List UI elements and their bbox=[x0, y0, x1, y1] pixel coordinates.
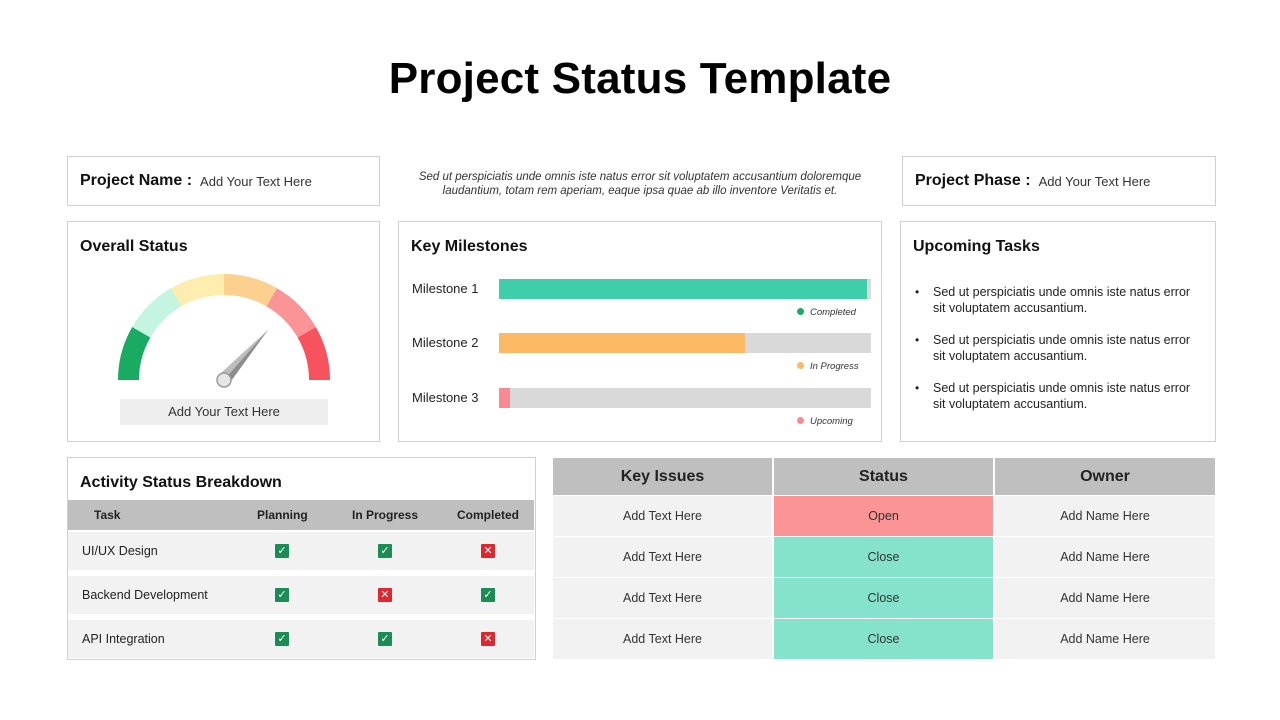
milestone-track bbox=[499, 333, 871, 353]
project-phase-label: Project Phase : bbox=[915, 172, 1031, 189]
check-icon[interactable]: ✓ bbox=[378, 544, 392, 558]
gauge-needle-highlight bbox=[219, 330, 268, 380]
issue-status-cell[interactable]: Open bbox=[774, 496, 993, 536]
cross-icon[interactable]: ✕ bbox=[481, 544, 495, 558]
issue-owner-cell[interactable]: Add Name Here bbox=[995, 496, 1215, 536]
upcoming-tasks-title: Upcoming Tasks bbox=[913, 238, 1040, 255]
check-icon[interactable]: ✓ bbox=[378, 632, 392, 646]
cross-icon[interactable]: ✕ bbox=[378, 588, 392, 602]
project-name-box: Project Name : Add Your Text Here bbox=[67, 156, 380, 206]
activity-breakdown-card: Activity Status Breakdown Task Planning … bbox=[67, 457, 536, 660]
status-dot-icon bbox=[797, 362, 804, 369]
milestone-row: Milestone 3 Upcoming bbox=[399, 388, 881, 427]
activity-task-name: API Integration bbox=[82, 632, 165, 646]
col-key-issues: Key Issues bbox=[553, 458, 772, 495]
milestone-label: Milestone 2 bbox=[412, 335, 479, 350]
milestone-progress-bar bbox=[499, 333, 745, 353]
milestone-progress-bar bbox=[499, 279, 868, 299]
project-phase-box: Project Phase : Add Your Text Here bbox=[902, 156, 1216, 206]
milestone-track bbox=[499, 388, 871, 408]
milestone-progress-bar bbox=[499, 388, 511, 408]
issue-owner-cell[interactable]: Add Name Here bbox=[995, 537, 1215, 577]
issue-owner-cell[interactable]: Add Name Here bbox=[995, 619, 1215, 659]
col-status: Status bbox=[774, 458, 993, 495]
project-phase-value[interactable]: Add Your Text Here bbox=[1038, 173, 1151, 189]
project-name-value[interactable]: Add Your Text Here bbox=[200, 173, 312, 189]
check-icon[interactable]: ✓ bbox=[275, 632, 289, 646]
overall-status-card: Overall Status Add Your Text Here bbox=[67, 221, 380, 442]
col-in-progress: In Progress bbox=[352, 508, 419, 522]
gauge-segment bbox=[118, 327, 151, 380]
gauge-segment bbox=[266, 288, 316, 338]
milestone-status-text: In Progress bbox=[810, 361, 859, 372]
check-icon[interactable]: ✓ bbox=[275, 588, 289, 602]
project-name-label: Project Name : bbox=[80, 172, 193, 189]
milestone-label: Milestone 3 bbox=[412, 390, 479, 405]
milestone-status-text: Completed bbox=[810, 307, 856, 318]
milestone-status-legend: In Progress bbox=[797, 361, 859, 372]
issue-status-cell[interactable]: Close bbox=[774, 578, 993, 618]
col-planning: Planning bbox=[257, 508, 308, 522]
cross-icon[interactable]: ✕ bbox=[481, 632, 495, 646]
activity-row: Backend Development ✓ ✕ ✓ bbox=[68, 576, 534, 614]
milestone-row: Milestone 1 Completed bbox=[399, 279, 881, 318]
gauge-segment bbox=[224, 274, 277, 307]
task-item: Sed ut perspiciatis unde omnis iste natu… bbox=[915, 380, 1200, 412]
gauge-hub bbox=[216, 372, 232, 388]
key-milestones-title: Key Milestones bbox=[411, 238, 528, 255]
activity-row: UI/UX Design ✓ ✓ ✕ bbox=[68, 532, 534, 570]
check-icon[interactable]: ✓ bbox=[275, 544, 289, 558]
milestone-status-legend: Upcoming bbox=[797, 416, 853, 427]
intro-text: Sed ut perspiciatis unde omnis iste natu… bbox=[418, 171, 862, 197]
issue-status-cell[interactable]: Close bbox=[774, 619, 993, 659]
activity-row: API Integration ✓ ✓ ✕ bbox=[68, 620, 534, 658]
page-title: Project Status Template bbox=[388, 54, 892, 103]
status-gauge bbox=[118, 274, 330, 388]
gauge-caption[interactable]: Add Your Text Here bbox=[120, 399, 328, 425]
issue-cell[interactable]: Add Text Here bbox=[553, 619, 772, 659]
col-task: Task bbox=[94, 508, 121, 522]
check-icon[interactable]: ✓ bbox=[481, 588, 495, 602]
milestone-label: Milestone 1 bbox=[412, 281, 479, 296]
gauge-segment bbox=[297, 327, 330, 380]
issue-status-cell[interactable]: Close bbox=[774, 537, 993, 577]
milestone-status-legend: Completed bbox=[797, 307, 856, 318]
task-item: Sed ut perspiciatis unde omnis iste natu… bbox=[915, 284, 1200, 316]
issue-cell[interactable]: Add Text Here bbox=[553, 578, 772, 618]
overall-status-title: Overall Status bbox=[80, 238, 188, 255]
col-completed: Completed bbox=[457, 508, 520, 522]
issue-cell[interactable]: Add Text Here bbox=[553, 537, 772, 577]
milestone-status-text: Upcoming bbox=[810, 416, 853, 427]
activity-task-name: UI/UX Design bbox=[82, 544, 158, 558]
gauge-segment bbox=[132, 288, 182, 338]
issue-cell[interactable]: Add Text Here bbox=[553, 496, 772, 536]
key-milestones-card: Key Milestones Milestone 1 Completed Miles… bbox=[398, 221, 882, 442]
status-dot-icon bbox=[797, 308, 804, 315]
key-issues-header: Key Issues Status Owner bbox=[553, 458, 1215, 495]
activity-table-header: Task Planning In Progress Completed bbox=[68, 500, 534, 530]
upcoming-tasks-card: Upcoming Tasks Sed ut perspiciatis unde … bbox=[900, 221, 1216, 442]
status-dot-icon bbox=[797, 417, 804, 424]
activity-task-name: Backend Development bbox=[82, 588, 208, 602]
task-item: Sed ut perspiciatis unde omnis iste natu… bbox=[915, 332, 1200, 364]
col-owner: Owner bbox=[995, 458, 1215, 495]
issue-owner-cell[interactable]: Add Name Here bbox=[995, 578, 1215, 618]
gauge-segment bbox=[171, 274, 224, 307]
upcoming-tasks-list: Sed ut perspiciatis unde omnis iste natu… bbox=[915, 284, 1200, 428]
activity-breakdown-title: Activity Status Breakdown bbox=[80, 474, 282, 491]
milestone-row: Milestone 2 In Progress bbox=[399, 333, 881, 372]
milestone-track bbox=[499, 279, 871, 299]
